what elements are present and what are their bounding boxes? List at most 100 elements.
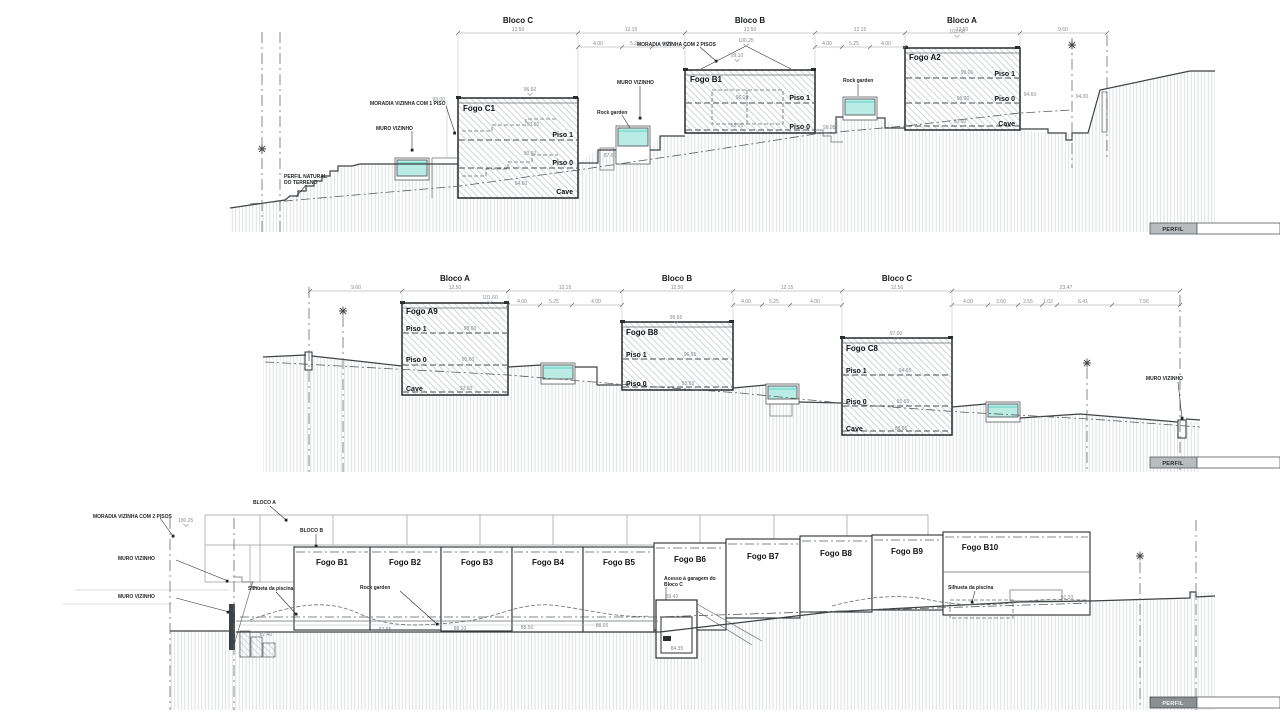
elevation-label: 91.33	[1061, 595, 1074, 601]
note-label: MORADIA VIZINHA COM 1 PISO	[370, 101, 446, 107]
elevation-label: 93.10	[731, 123, 744, 129]
elevation-label: 94.60	[1024, 92, 1037, 98]
perfil-tag: PERFIL	[1149, 222, 1280, 235]
dim-label: 4.00	[963, 299, 973, 305]
building-fogo-a9	[400, 301, 509, 396]
retaining-walls	[63, 576, 658, 658]
dim-label: 4.00	[662, 41, 672, 47]
dim-label: 23.47	[1060, 285, 1073, 291]
elevation-label: 89.42	[666, 594, 679, 600]
perfil-tag-label: PERFIL	[1162, 227, 1184, 233]
note-label: Acesso à garagem do	[664, 576, 716, 582]
elevation-label: 84.60	[515, 181, 528, 187]
natural-terrain-line	[249, 109, 1073, 205]
floor-label: Piso 1	[789, 95, 810, 102]
note-label: Silhueta da piscina	[248, 586, 294, 592]
survey-marker-icon	[1082, 358, 1092, 368]
unit-label: Fogo B3	[461, 558, 494, 567]
pool	[540, 362, 576, 385]
retaining-wall	[304, 351, 313, 371]
elevation-label: 88.50	[521, 625, 534, 631]
elevation-label: 88.65	[596, 623, 609, 629]
elevation-label: 87.40	[260, 632, 273, 638]
elevation-label: 93.00	[954, 119, 967, 125]
elevation-label: 94.30	[1076, 94, 1089, 100]
note-label: Bloco C	[664, 582, 683, 588]
bloco-header: Bloco C	[503, 16, 533, 25]
elevation-label: 96.65	[684, 352, 697, 358]
elevation-label: 96.10	[736, 95, 749, 101]
building-fogo-b8	[620, 320, 734, 391]
floor-label: Piso 1	[406, 326, 427, 333]
leader-lines	[159, 505, 976, 626]
unit-label: Fogo B7	[747, 552, 780, 561]
terrain-hatch	[263, 355, 1200, 472]
dim-label: 9.60	[351, 285, 361, 291]
bloco-header: Bloco A	[440, 274, 470, 283]
bloco-header: Bloco B	[662, 274, 692, 283]
dim-label: 4.00	[591, 299, 601, 305]
floor-label: Cave	[846, 426, 863, 433]
dim-label: 5.25	[630, 41, 640, 47]
section-3-elevation: Fogo B1 Fogo B2 Fogo B3 Fogo B4 Fogo B5 …	[63, 500, 1280, 710]
elevation-label: 95.60	[462, 357, 475, 363]
perfil-tag: PERFIL	[1149, 456, 1280, 469]
pool	[985, 401, 1021, 423]
building-fogo-c8	[840, 336, 953, 436]
dim-label: 12.15	[854, 27, 867, 33]
section-2-profile: Bloco A Bloco B Bloco C 9.60 12.50 12.15…	[262, 274, 1280, 472]
survey-marker-icon	[338, 306, 348, 316]
elevation-label: 94.65	[899, 368, 912, 374]
elevation-label: 99.00	[961, 70, 974, 76]
elevation-label: 99.10	[731, 53, 744, 59]
elevation-label: 93.60	[527, 122, 540, 128]
note-label: MURO VIZINHO	[617, 80, 654, 86]
pool-silhouette	[831, 596, 1089, 607]
dim-label: 12.50	[891, 285, 904, 291]
survey-marker-icon	[257, 144, 267, 154]
building-fogo-c1	[456, 96, 579, 199]
floor-label: Piso 0	[626, 381, 647, 388]
note-label: Rock garden	[360, 585, 390, 591]
leader-lines	[1177, 381, 1184, 420]
natural-terrain-line	[264, 361, 1201, 428]
dim-label: 4.00	[810, 299, 820, 305]
floor-label: Piso 1	[846, 368, 867, 375]
unit-label: Fogo B5	[603, 558, 636, 567]
boundary-lines	[308, 287, 1181, 472]
pool-silhouette	[249, 604, 651, 626]
dim-label: 12.50	[744, 27, 757, 33]
elevation-label: 88.65	[895, 426, 908, 432]
elevation-label: 93.65	[682, 381, 695, 387]
terrain-line	[262, 354, 1201, 423]
unit-label: Fogo B6	[674, 555, 707, 564]
note-label: DO TERRENO	[284, 180, 317, 186]
note-label: BLOCO A	[253, 500, 276, 506]
elevation-label: 103.60	[949, 29, 965, 35]
unit-label: Fogo B4	[532, 558, 565, 567]
elevation-label: 90.95	[823, 125, 836, 131]
dim-label: 3.60	[996, 299, 1006, 305]
dimension-row	[455, 30, 1110, 96]
dim-label: 7.56	[1139, 299, 1149, 305]
dim-label: 9.60	[1058, 27, 1068, 33]
dim-label: 12.50	[449, 285, 462, 291]
note-label: BLOCO B	[300, 528, 323, 534]
elevation-label: 87.60	[604, 153, 617, 159]
dim-label: 4.00	[517, 299, 527, 305]
dim-label: 6.41	[1078, 299, 1088, 305]
floor-label: Piso 1	[994, 71, 1015, 78]
perfil-tag-label: PERFIL	[1162, 461, 1184, 467]
dim-label: 5.25	[849, 41, 859, 47]
section-1-profile: Bloco C Bloco B Bloco A 12.50 12.15 12.5…	[229, 16, 1280, 236]
note-label: MURO VIZINHO	[1146, 376, 1183, 382]
dim-label: 12.15	[559, 285, 572, 291]
dim-label: 12.15	[781, 285, 794, 291]
retaining-wall	[1177, 419, 1187, 439]
unit-label: Fogo C8	[846, 344, 879, 353]
terrain-line	[229, 70, 1215, 209]
unit-label: Fogo B10	[962, 543, 999, 552]
retaining-structures	[431, 91, 1108, 198]
bloco-header: Bloco B	[735, 16, 765, 25]
